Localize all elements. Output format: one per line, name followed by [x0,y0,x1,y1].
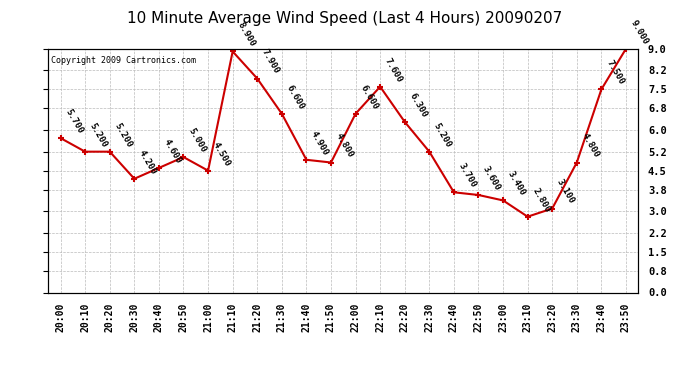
Text: 5.000: 5.000 [186,126,208,154]
Text: 4.800: 4.800 [580,132,601,160]
Text: 3.400: 3.400 [506,170,527,198]
Text: 4.800: 4.800 [334,132,355,160]
Text: 4.500: 4.500 [211,140,232,168]
Text: 3.700: 3.700 [457,162,478,189]
Text: 10 Minute Average Wind Speed (Last 4 Hours) 20090207: 10 Minute Average Wind Speed (Last 4 Hou… [128,11,562,26]
Text: Copyright 2009 Cartronics.com: Copyright 2009 Cartronics.com [51,56,196,65]
Text: 5.200: 5.200 [432,121,453,149]
Text: 5.200: 5.200 [112,121,134,149]
Text: 9.000: 9.000 [629,18,650,46]
Text: 5.700: 5.700 [63,108,85,135]
Text: 2.800: 2.800 [531,186,551,214]
Text: 4.200: 4.200 [137,148,158,176]
Text: 7.500: 7.500 [604,59,625,87]
Text: 8.900: 8.900 [235,21,257,49]
Text: 6.600: 6.600 [284,83,306,111]
Text: 6.300: 6.300 [408,92,428,119]
Text: 5.200: 5.200 [88,121,109,149]
Text: 6.600: 6.600 [358,83,380,111]
Text: 3.600: 3.600 [481,165,502,192]
Text: 3.100: 3.100 [555,178,576,206]
Text: 4.600: 4.600 [161,137,183,165]
Text: 7.600: 7.600 [383,56,404,84]
Text: 4.900: 4.900 [309,129,331,157]
Text: 7.900: 7.900 [260,48,282,76]
